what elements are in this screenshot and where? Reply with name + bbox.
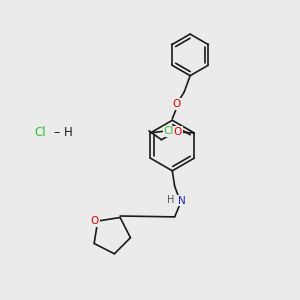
Text: O: O [91, 216, 99, 226]
Text: –: – [53, 126, 59, 139]
Text: O: O [172, 99, 181, 109]
Text: H: H [64, 126, 73, 139]
Text: H: H [167, 195, 174, 205]
Text: O: O [172, 99, 181, 109]
Text: Cl: Cl [164, 126, 174, 136]
Text: O: O [174, 127, 182, 137]
Text: N: N [178, 196, 185, 206]
Text: Cl: Cl [34, 126, 46, 139]
